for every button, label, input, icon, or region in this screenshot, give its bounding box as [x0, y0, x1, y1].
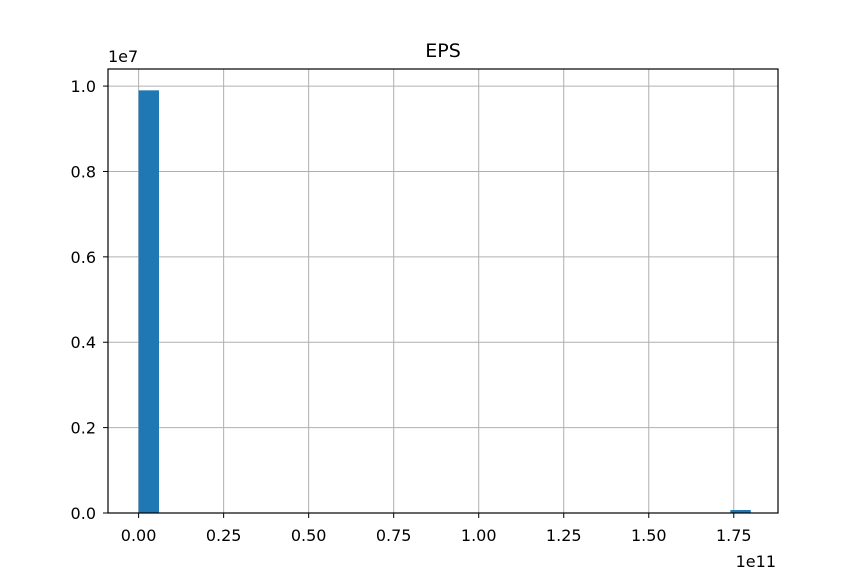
x-tick-label: 0.25 [206, 526, 242, 545]
x-tick-label: 0.75 [376, 526, 412, 545]
x-axis-ticks: 0.00 0.25 0.50 0.75 1.00 1.25 1.50 1.75 [121, 513, 752, 545]
x-tick-label: 1.25 [546, 526, 582, 545]
y-axis-ticks: 0.0 0.2 0.4 0.6 0.8 1.0 [71, 77, 108, 523]
y-tick-label: 0.6 [71, 248, 96, 267]
histogram-bar [138, 90, 160, 513]
x-tick-label: 0.50 [291, 526, 327, 545]
y-tick-label: 0.2 [71, 419, 96, 438]
x-tick-label: 1.75 [716, 526, 752, 545]
x-tick-label: 1.00 [461, 526, 497, 545]
x-offset-label: 1e11 [736, 552, 776, 571]
chart-title: EPS [425, 40, 461, 62]
x-tick-label: 1.50 [631, 526, 667, 545]
y-tick-label: 0.8 [71, 162, 96, 181]
y-offset-label: 1e7 [108, 47, 138, 66]
histogram-bar [730, 510, 751, 513]
y-tick-label: 0.4 [71, 333, 96, 352]
y-tick-label: 1.0 [71, 77, 96, 96]
histogram-bars [138, 90, 751, 513]
y-tick-label: 0.0 [71, 504, 96, 523]
axes-frame [107, 68, 779, 514]
x-tick-label: 0.00 [121, 526, 157, 545]
